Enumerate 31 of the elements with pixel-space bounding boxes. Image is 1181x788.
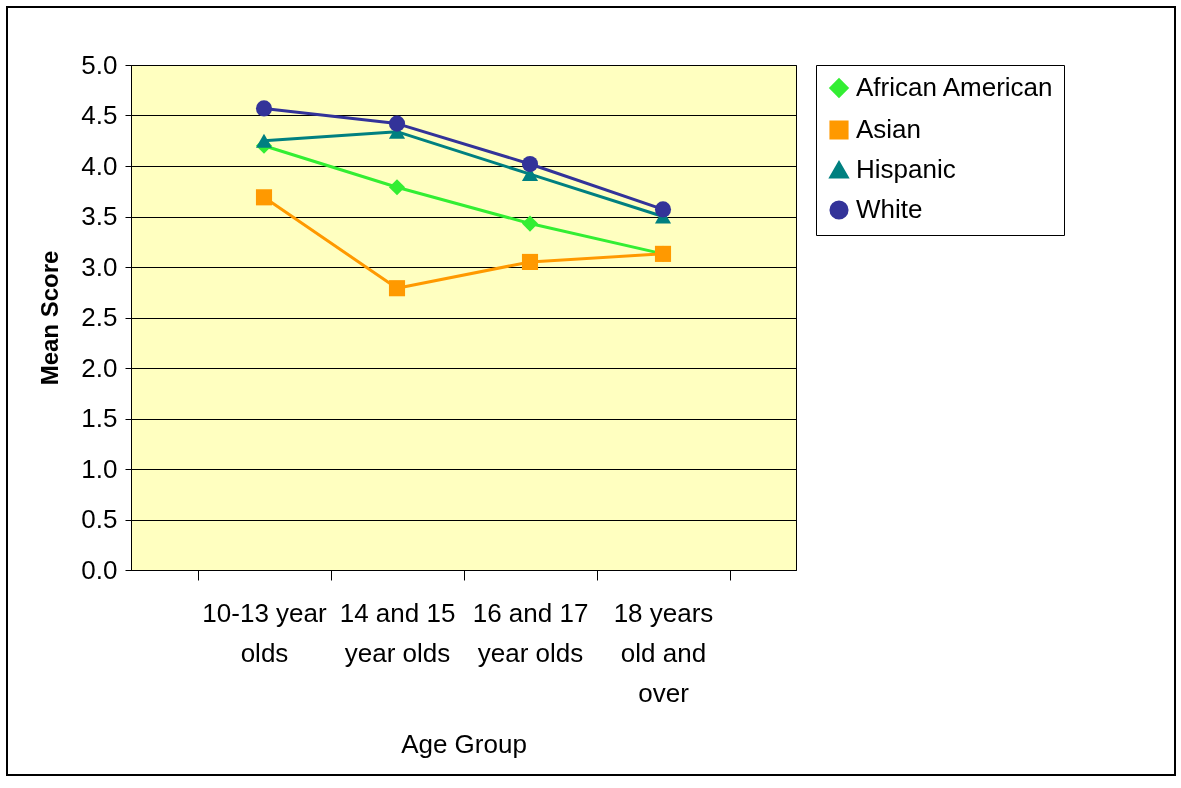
x-tick-label: 18 years old and over: [613, 597, 714, 708]
y-tick-label: 2.5: [81, 302, 118, 332]
y-tick-label: 2.0: [81, 352, 118, 383]
point: [654, 201, 672, 218]
point: [388, 115, 406, 132]
y-tick-label: 0.0: [81, 554, 118, 585]
legend-label: Hispanic: [856, 154, 956, 184]
point: [521, 253, 539, 271]
y-tick-label: 0.5: [81, 504, 118, 534]
point: [255, 100, 273, 117]
point: [521, 155, 539, 173]
x-axis-title: Age Group: [401, 728, 527, 759]
point: [255, 133, 273, 148]
y-tick-label: 1.0: [81, 453, 118, 484]
y-tick-label: 1.5: [81, 403, 118, 433]
x-tick-label: 16 and 17 year olds: [472, 597, 589, 668]
y-tick-label: 3.0: [81, 251, 118, 282]
legend-label: Asian: [856, 114, 922, 144]
x-tick-label: 14 and 15 year olds: [339, 597, 456, 668]
y-tick-label: 4.5: [81, 100, 118, 130]
point: [255, 189, 273, 206]
y-tick-label: 3.5: [81, 201, 118, 231]
y-tick-label: 4.0: [81, 150, 118, 181]
legend-label: African American: [856, 72, 1053, 102]
legend-label: White: [856, 194, 923, 224]
point: [388, 280, 406, 297]
point: [388, 179, 406, 196]
point: [521, 215, 539, 232]
x-tick-label: 10-13 year olds: [202, 597, 327, 668]
y-axis-title: Mean Score: [36, 250, 64, 386]
y-tick-label: 5.0: [81, 49, 118, 80]
